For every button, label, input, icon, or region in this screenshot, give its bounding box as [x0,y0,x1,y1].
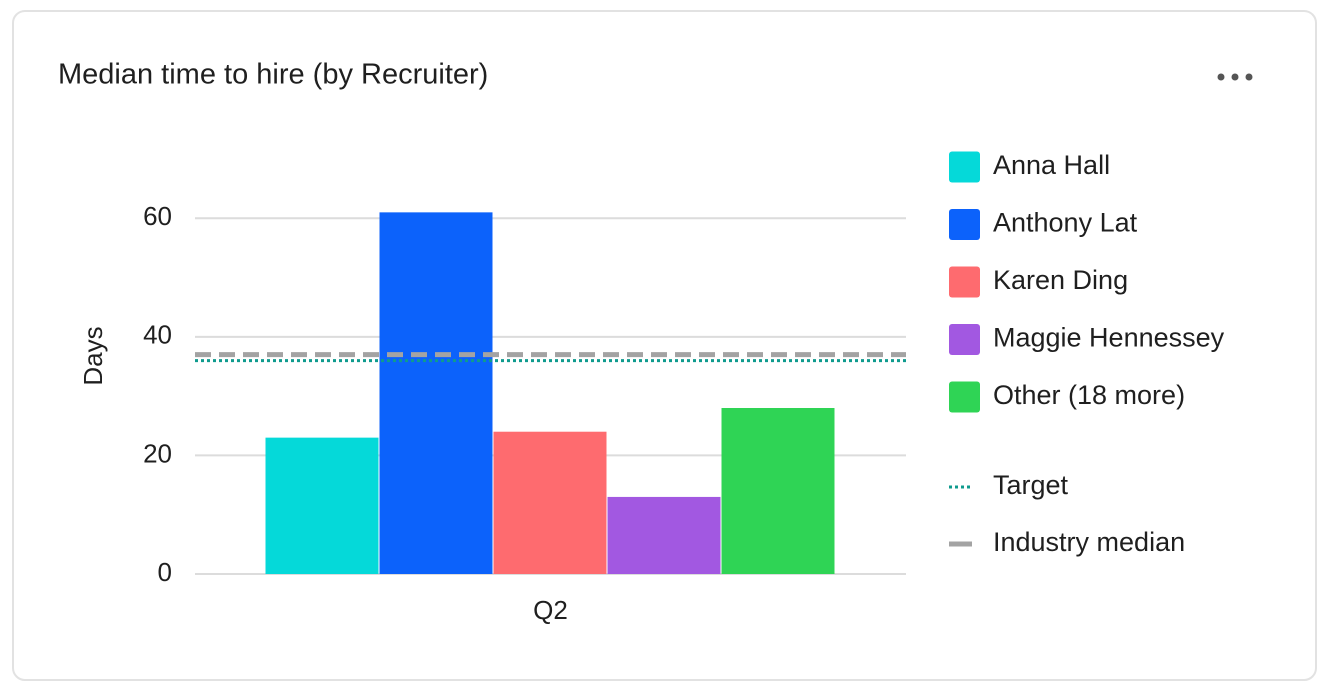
legend-label: Anthony Lat [993,208,1138,238]
more-menu[interactable] [1217,73,1253,81]
y-tick-label: 0 [158,557,172,587]
bar [265,437,379,574]
y-tick-label: 60 [143,201,172,231]
legend-label: Industry median [993,527,1185,557]
legend-label: Target [993,470,1069,500]
legend-label: Other (18 more) [993,380,1185,410]
bar [607,496,721,574]
bar [721,408,835,574]
legend-swatch [949,209,980,240]
y-axis-label: Days [78,326,108,385]
legend-swatch [949,324,980,355]
legend-label: Maggie Hennessey [993,323,1225,353]
legend-label: Karen Ding [993,265,1128,295]
legend-swatch [949,151,980,183]
y-tick-label: 20 [143,438,172,468]
legend-label: Anna Hall [993,150,1110,180]
legend-swatch [949,381,980,413]
bar [493,431,607,574]
legend-swatch [949,266,980,298]
x-tick-label: Q2 [533,595,568,625]
y-tick-label: 40 [143,320,172,350]
bar [379,212,493,574]
chart-title: Median time to hire (by Recruiter) [58,59,488,91]
